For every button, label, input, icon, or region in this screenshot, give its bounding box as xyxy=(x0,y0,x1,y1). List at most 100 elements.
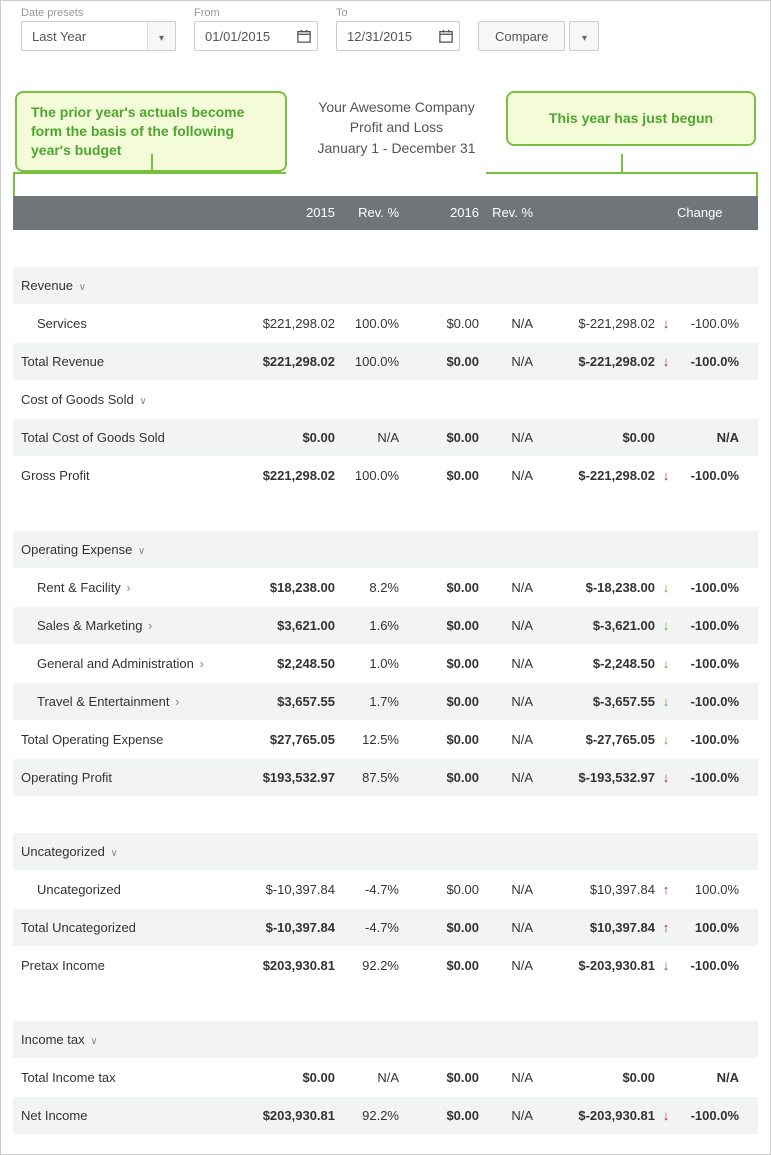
row-label: Net Income xyxy=(13,1108,249,1123)
cell-r1: 12.5% xyxy=(335,732,409,747)
cell-arrow: ↓ xyxy=(655,580,677,595)
table-row: Net Income $203,930.81 92.2% $0.00 N/A $… xyxy=(13,1096,758,1134)
compare-button[interactable]: Compare xyxy=(478,21,565,51)
cell-r2: N/A xyxy=(479,694,539,709)
cell-y2: $0.00 xyxy=(409,316,479,331)
from-group: From 01/01/2015 xyxy=(194,7,318,51)
date-presets-select[interactable]: Last Year xyxy=(21,21,176,51)
from-date-input[interactable]: 01/01/2015 xyxy=(194,21,318,51)
cell-change: $-203,930.81 xyxy=(539,958,655,973)
cell-r1: 92.2% xyxy=(335,958,409,973)
cell-r1: 1.6% xyxy=(335,618,409,633)
cell-y1: $0.00 xyxy=(249,430,335,445)
table-row[interactable]: General and Administration $2,248.50 1.0… xyxy=(13,644,758,682)
cell-r2: N/A xyxy=(479,618,539,633)
cell-r2: N/A xyxy=(479,354,539,369)
cell-pct: N/A xyxy=(677,430,747,445)
date-presets-group: Date presets Last Year xyxy=(21,7,176,51)
cell-r1: 1.0% xyxy=(335,656,409,671)
table-row[interactable]: Cost of Goods Sold xyxy=(13,380,758,418)
cell-y2: $0.00 xyxy=(409,1070,479,1085)
chevron-right-icon xyxy=(173,694,179,709)
arrow-down-icon: ↓ xyxy=(663,656,670,671)
cell-arrow: ↑ xyxy=(655,920,677,935)
section: Operating Expense Rent & Facility $18,23… xyxy=(13,530,758,796)
chevron-right-icon xyxy=(197,656,203,671)
cell-pct: -100.0% xyxy=(677,468,747,483)
row-label: Total Income tax xyxy=(13,1070,249,1085)
section-title: Revenue xyxy=(13,278,249,293)
cell-y1: $-10,397.84 xyxy=(249,882,335,897)
chevron-right-icon xyxy=(124,580,130,595)
arrow-down-icon: ↓ xyxy=(663,468,670,483)
cell-y2: $0.00 xyxy=(409,882,479,897)
cell-y2: $0.00 xyxy=(409,770,479,785)
chevron-down-icon xyxy=(88,1032,97,1047)
table-row: Operating Profit $193,532.97 87.5% $0.00… xyxy=(13,758,758,796)
bracket-row xyxy=(13,172,758,196)
company-name: Your Awesome Company xyxy=(318,97,476,117)
cell-arrow: ↓ xyxy=(655,732,677,747)
section: Revenue Services $221,298.02 100.0% $0.0… xyxy=(13,266,758,494)
cell-arrow: ↓ xyxy=(655,656,677,671)
cell-r2: N/A xyxy=(479,468,539,483)
table-row[interactable]: Travel & Entertainment $3,657.55 1.7% $0… xyxy=(13,682,758,720)
table-row: Total Cost of Goods Sold $0.00 N/A $0.00… xyxy=(13,418,758,456)
from-date-value: 01/01/2015 xyxy=(195,29,291,44)
table-row: Uncategorized $-10,397.84 -4.7% $0.00 N/… xyxy=(13,870,758,908)
table-row[interactable]: Rent & Facility $18,238.00 8.2% $0.00 N/… xyxy=(13,568,758,606)
section-header[interactable]: Uncategorized xyxy=(13,832,758,870)
cell-r2: N/A xyxy=(479,732,539,747)
cell-y2: $0.00 xyxy=(409,354,479,369)
col-rev1: Rev. % xyxy=(335,205,409,220)
to-group: To 12/31/2015 xyxy=(336,7,460,51)
cell-pct: -100.0% xyxy=(677,958,747,973)
row-label: Rent & Facility xyxy=(13,580,249,595)
cell-r2: N/A xyxy=(479,656,539,671)
cell-y2: $0.00 xyxy=(409,580,479,595)
table-row: Total Revenue $221,298.02 100.0% $0.00 N… xyxy=(13,342,758,380)
cell-arrow: ↓ xyxy=(655,354,677,369)
table-row: Pretax Income $203,930.81 92.2% $0.00 N/… xyxy=(13,946,758,984)
cell-y1: $0.00 xyxy=(249,1070,335,1085)
cell-pct: -100.0% xyxy=(677,732,747,747)
table-row: Total Uncategorized $-10,397.84 -4.7% $0… xyxy=(13,908,758,946)
table-row: Total Operating Expense $27,765.05 12.5%… xyxy=(13,720,758,758)
section-header[interactable]: Income tax xyxy=(13,1020,758,1058)
cell-y2: $0.00 xyxy=(409,1108,479,1123)
toolbar: Date presets Last Year From 01/01/2015 T… xyxy=(1,1,770,65)
cell-r2: N/A xyxy=(479,770,539,785)
row-label: Cost of Goods Sold xyxy=(13,392,249,407)
calendar-icon xyxy=(433,29,459,43)
compare-group: Compare xyxy=(478,7,599,51)
cell-y2: $0.00 xyxy=(409,732,479,747)
cell-r2: N/A xyxy=(479,580,539,595)
chevron-down-icon xyxy=(108,844,117,859)
cell-y1: $203,930.81 xyxy=(249,958,335,973)
section: Income tax Total Income tax $0.00 N/A $0… xyxy=(13,1020,758,1134)
section-header[interactable]: Operating Expense xyxy=(13,530,758,568)
compare-dropdown[interactable] xyxy=(569,21,599,51)
cell-r2: N/A xyxy=(479,882,539,897)
section-header[interactable]: Revenue xyxy=(13,266,758,304)
table-row[interactable]: Sales & Marketing $3,621.00 1.6% $0.00 N… xyxy=(13,606,758,644)
cell-change: $10,397.84 xyxy=(539,920,655,935)
arrow-up-icon: ↑ xyxy=(663,920,670,935)
cell-y1: $27,765.05 xyxy=(249,732,335,747)
cell-change: $-27,765.05 xyxy=(539,732,655,747)
table-row: Services $221,298.02 100.0% $0.00 N/A $-… xyxy=(13,304,758,342)
date-presets-value: Last Year xyxy=(22,29,147,44)
cell-change: $0.00 xyxy=(539,1070,655,1085)
report-title: Profit and Loss xyxy=(318,117,476,137)
cell-pct: N/A xyxy=(677,1070,747,1085)
cell-r1: 1.7% xyxy=(335,694,409,709)
cell-pct: -100.0% xyxy=(677,354,747,369)
cell-pct: -100.0% xyxy=(677,618,747,633)
cell-y1: $3,621.00 xyxy=(249,618,335,633)
arrow-down-icon: ↓ xyxy=(663,618,670,633)
cell-pct: -100.0% xyxy=(677,770,747,785)
cell-change: $-193,532.97 xyxy=(539,770,655,785)
row-label: Total Cost of Goods Sold xyxy=(13,430,249,445)
cell-arrow: ↓ xyxy=(655,770,677,785)
to-date-input[interactable]: 12/31/2015 xyxy=(336,21,460,51)
